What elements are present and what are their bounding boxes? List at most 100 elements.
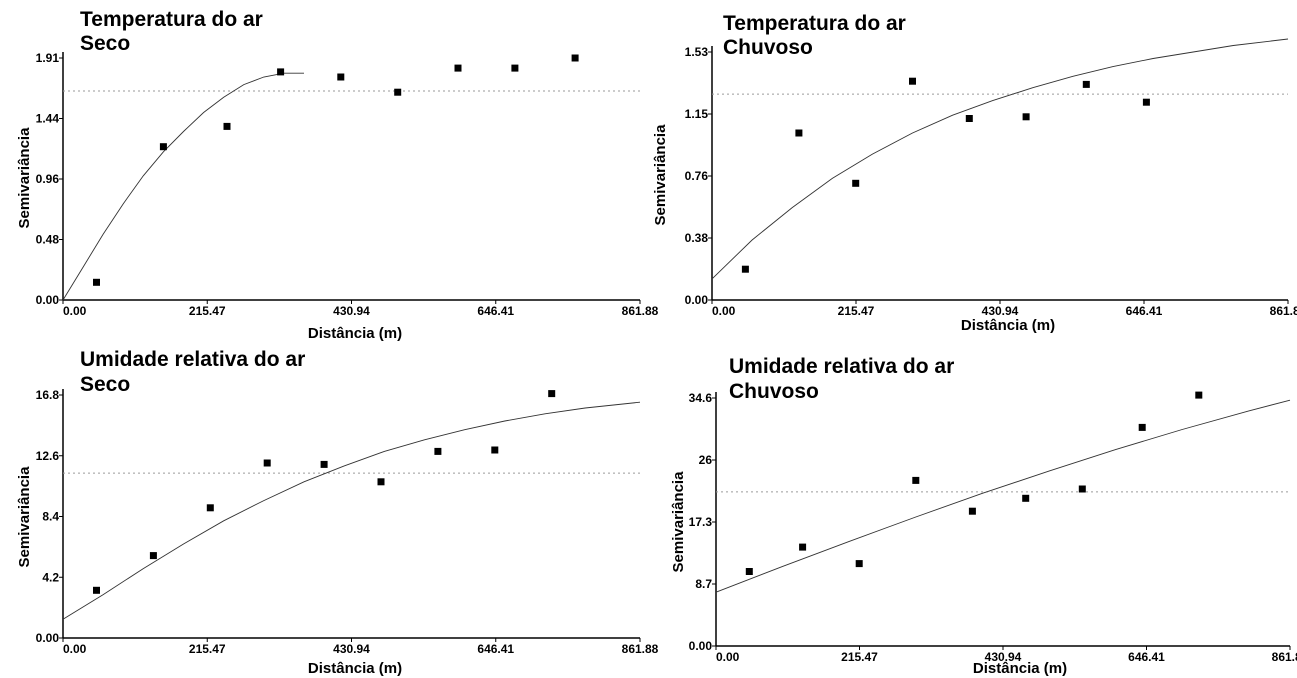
model-curve: [62, 72, 304, 301]
data-point: [799, 543, 807, 551]
data-point: [1142, 98, 1150, 106]
data-point: [548, 390, 556, 398]
y-tick-label: 1.15: [685, 107, 709, 121]
data-point: [852, 179, 860, 187]
y-axis-label: Semivariância: [16, 127, 33, 229]
model-curve: [715, 399, 1291, 593]
y-tick-label: 1.53: [685, 45, 709, 59]
x-tick-label: 861.88: [1270, 304, 1297, 318]
x-tick-label: 646.41: [477, 642, 514, 656]
data-point: [1138, 423, 1146, 431]
panel-umidade-seco: Umidade relativa do ar Seco Semivariânci…: [16, 348, 659, 677]
data-point: [912, 476, 920, 484]
plot-area: 0.00 215.47 430.94 646.41 861.88 0.00 0.38 0.76…: [685, 38, 1297, 318]
model-curve: [62, 401, 641, 620]
data-point: [1082, 80, 1090, 88]
data-point: [571, 54, 579, 62]
x-tick-label: 215.47: [189, 304, 226, 318]
x-tick-label: 861.88: [1272, 650, 1297, 664]
data-point: [93, 278, 100, 286]
x-axis-label: Distância (m): [308, 660, 402, 677]
x-tick-label: 430.94: [333, 642, 370, 656]
data-point: [741, 265, 749, 273]
y-tick-label: 1.91: [36, 51, 60, 65]
model-curve: [711, 38, 1289, 280]
chart-title-line-1: Umidade relativa do ar: [80, 348, 305, 371]
data-point: [1022, 494, 1030, 502]
y-axis-label: Semivariância: [652, 124, 669, 226]
x-tick-label: 430.94: [985, 650, 1022, 664]
data-point: [159, 143, 167, 151]
plot-area: 0.00 215.47 430.94 646.41 861.88 0.00 0.48 0.96…: [36, 51, 659, 318]
x-tick-label: 646.41: [1126, 304, 1163, 318]
y-tick-label: 0.00: [685, 293, 709, 307]
chart-title-line-1: Temperatura do ar: [723, 12, 906, 35]
chart-title-line-1: Umidade relativa do ar: [729, 355, 954, 378]
data-point: [795, 129, 803, 137]
panel-umidade-chuvoso: Umidade relativa do ar Chuvoso Semivariâ…: [670, 355, 1297, 677]
chart-title-line-2: Chuvoso: [723, 36, 813, 59]
y-tick-label: 16.8: [36, 388, 60, 402]
x-tick-label: 861.88: [622, 304, 659, 318]
y-tick-label: 1.44: [36, 112, 60, 126]
chart-title-line-2: Seco: [80, 373, 130, 396]
data-point: [263, 459, 271, 467]
data-point: [377, 478, 385, 486]
data-point: [1078, 485, 1086, 493]
x-tick-label: 861.88: [622, 642, 659, 656]
x-axis-label: Distância (m): [973, 660, 1067, 677]
y-tick-label: 0.48: [36, 233, 60, 247]
y-tick-label: 12.6: [36, 449, 60, 463]
y-tick-label: 17.3: [689, 515, 713, 529]
chart-title-line-2: Seco: [80, 32, 130, 55]
data-point: [337, 73, 345, 81]
panel-temperatura-chuvoso: Temperatura do ar Chuvoso Semivariância …: [652, 12, 1297, 334]
data-point: [745, 568, 753, 575]
data-point: [1022, 113, 1030, 121]
x-tick-label: 430.94: [982, 304, 1019, 318]
data-point: [149, 552, 157, 560]
data-point: [434, 447, 442, 455]
y-tick-label: 8.4: [42, 510, 59, 524]
data-point: [320, 460, 328, 468]
y-tick-label: 4.2: [42, 570, 59, 584]
y-tick-label: 8.7: [695, 577, 712, 591]
data-point: [454, 64, 462, 72]
x-tick-label: 215.47: [838, 304, 875, 318]
y-axis-label: Semivariância: [16, 466, 33, 568]
data-point: [223, 122, 231, 130]
x-tick-label: 0.00: [63, 642, 87, 656]
plot-area: 0.00 215.47 430.94 646.41 861.88 0.00 4.2 8.4 12…: [36, 388, 659, 656]
x-tick-label: 215.47: [189, 642, 226, 656]
data-point: [277, 68, 285, 76]
data-point: [394, 88, 402, 96]
data-point: [1195, 391, 1203, 399]
x-tick-label: 646.41: [1128, 650, 1165, 664]
data-point: [206, 504, 214, 512]
x-tick-label: 0.00: [63, 304, 87, 318]
x-tick-label: 0.00: [712, 304, 736, 318]
data-point: [93, 586, 100, 594]
y-tick-label: 0.00: [689, 639, 713, 653]
y-tick-label: 26: [699, 453, 713, 467]
chart-title-line-1: Temperatura do ar: [80, 8, 263, 31]
chart-title-line-2: Chuvoso: [729, 380, 819, 403]
y-tick-label: 0.00: [36, 293, 60, 307]
panel-temperatura-seco: Temperatura do ar Seco Semivariância Dis…: [16, 8, 659, 342]
y-tick-label: 0.96: [36, 172, 60, 186]
x-tick-label: 430.94: [333, 304, 370, 318]
y-tick-label: 0.38: [685, 231, 709, 245]
x-axis-label: Distância (m): [308, 325, 402, 342]
data-point: [909, 77, 916, 85]
data-point: [965, 115, 973, 122]
x-axis-label: Distância (m): [961, 317, 1055, 334]
y-tick-label: 0.76: [685, 169, 709, 183]
y-tick-label: 34.6: [689, 391, 713, 405]
x-tick-label: 0.00: [716, 650, 740, 664]
y-axis-label: Semivariância: [670, 471, 687, 573]
plot-area: 0.00 215.47 430.94 646.41 861.88 0.00 8.7 17.3 2…: [689, 391, 1297, 664]
x-tick-label: 646.41: [477, 304, 514, 318]
y-tick-label: 0.00: [36, 631, 60, 645]
data-point: [855, 560, 863, 568]
